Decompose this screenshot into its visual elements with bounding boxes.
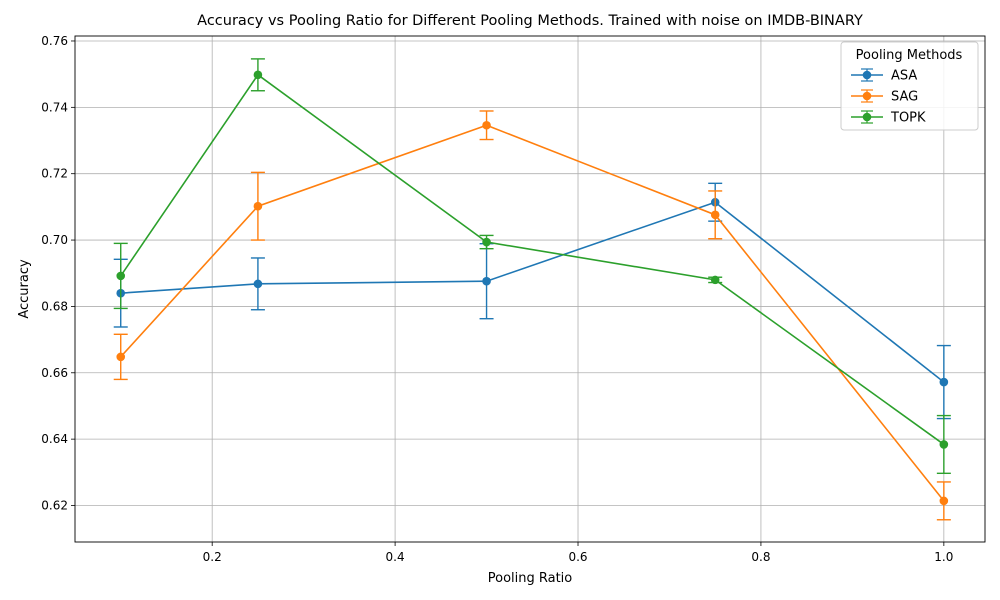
data-point-topk <box>253 70 263 80</box>
y-tick-label: 0.62 <box>41 499 68 513</box>
series-asa <box>113 182 951 420</box>
x-axis-label: Pooling Ratio <box>488 571 573 586</box>
y-tick-label: 0.64 <box>41 432 68 446</box>
x-tick-label: 0.4 <box>386 550 405 564</box>
legend-marker-sag <box>862 91 872 101</box>
plot-frame <box>74 35 986 543</box>
legend-marker-asa <box>862 70 872 80</box>
legend-box <box>840 41 979 131</box>
series-line-sag <box>120 124 945 502</box>
data-point-sag <box>116 352 126 362</box>
data-point-topk <box>710 275 720 285</box>
legend-title: Pooling Methods <box>856 48 963 63</box>
data-point-sag <box>710 210 720 220</box>
y-tick-label: 0.68 <box>41 299 68 313</box>
data-point-asa <box>482 276 491 286</box>
y-axis-label: Accuracy <box>17 259 32 319</box>
legend: Pooling Methods ASA SAG TOPK <box>840 41 979 131</box>
x-tick-label: 0.2 <box>203 550 222 564</box>
legend-label-asa: ASA <box>891 69 917 84</box>
series-line-topk <box>120 73 945 446</box>
axis-ticks: 0.2 0.4 0.6 0.8 1.0 0.62 0.64 0.66 0.68 0.70 0.72 0… <box>41 34 953 564</box>
data-point-topk <box>116 271 126 281</box>
data-point-asa <box>253 279 263 289</box>
data-point-sag <box>939 496 949 506</box>
legend-label-topk: TOPK <box>890 111 926 126</box>
data-point-sag <box>482 120 491 130</box>
series-sag <box>113 110 951 521</box>
series-layer <box>113 58 951 521</box>
chart-title: Accuracy vs Pooling Ratio for Different … <box>197 13 863 29</box>
data-point-topk <box>482 237 491 247</box>
x-tick-label: 0.8 <box>751 550 770 564</box>
y-tick-label: 0.72 <box>41 167 68 181</box>
data-point-sag <box>253 201 263 211</box>
legend-marker-topk <box>862 112 872 122</box>
y-tick-label: 0.76 <box>41 34 68 48</box>
x-tick-label: 0.6 <box>568 550 587 564</box>
grid <box>75 36 985 542</box>
x-tick-label: 1.0 <box>934 550 953 564</box>
y-tick-label: 0.70 <box>41 233 68 247</box>
data-point-asa <box>939 377 949 387</box>
series-topk <box>113 58 951 475</box>
y-tick-label: 0.66 <box>41 366 68 380</box>
data-point-topk <box>939 440 949 449</box>
y-tick-label: 0.74 <box>41 100 68 114</box>
legend-label-sag: SAG <box>891 90 918 105</box>
